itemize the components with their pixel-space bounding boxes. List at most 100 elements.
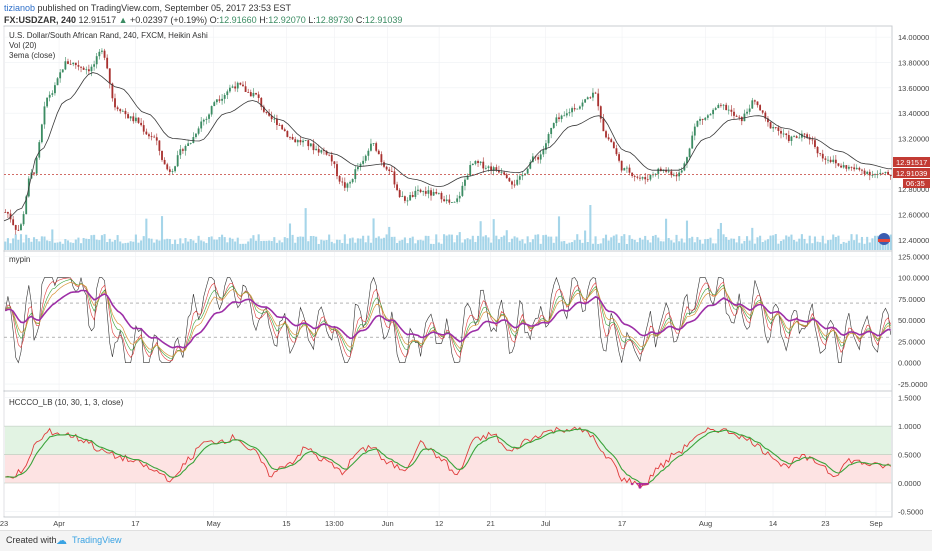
candle-body (599, 106, 602, 119)
candle-body (349, 182, 351, 184)
candle-body (477, 161, 479, 163)
volume-bar (273, 237, 276, 250)
candle-body (312, 143, 315, 151)
y-tick-price-0: 14.00000 (898, 33, 929, 42)
volume-bar (693, 242, 696, 250)
volume-bar (751, 227, 754, 250)
candle-body (213, 102, 216, 107)
volume-bar (64, 239, 67, 250)
candle-body (278, 124, 281, 126)
volume-bar (557, 216, 561, 250)
volume-bar (166, 238, 169, 250)
volume-bar (832, 234, 835, 250)
candle-body (500, 172, 503, 174)
candle-body (12, 219, 15, 226)
author-link[interactable]: tizianob (4, 3, 36, 13)
candle-body (367, 150, 370, 156)
close-price-badge-text: 12.91039 (896, 169, 927, 178)
candle-body (174, 166, 176, 172)
candle-body (623, 168, 626, 171)
volume-bar (127, 242, 130, 250)
y-tick-price-8: 12.40000 (898, 236, 929, 245)
candle-body (221, 98, 223, 101)
volume-bar (309, 236, 312, 250)
volume-bar (824, 243, 827, 250)
candle-body (466, 175, 469, 180)
candle-body (218, 99, 221, 101)
mypin-pane-frame[interactable] (3, 250, 893, 392)
candle-body (229, 87, 231, 92)
candle-body (482, 161, 485, 169)
candle-body (307, 140, 310, 147)
volume-bar (484, 235, 487, 250)
volume-bar (179, 238, 182, 250)
volume-bar (461, 242, 464, 250)
candle-body (451, 202, 453, 203)
volume-bar (390, 236, 393, 250)
candle-body (725, 104, 728, 111)
candle-body (111, 83, 114, 99)
volume-bar (550, 236, 553, 250)
candle-body (738, 116, 741, 118)
candle-body (730, 109, 733, 112)
candle-body (424, 191, 427, 194)
y-tick-price-3: 13.40000 (898, 109, 929, 118)
volume-bar (779, 240, 783, 250)
candle-body (14, 225, 17, 230)
volume-bar (48, 241, 51, 250)
candle-body (863, 170, 866, 174)
volume-bar (372, 218, 375, 250)
volume-bar (876, 235, 879, 250)
volume-bar (9, 243, 12, 250)
candle-body (605, 131, 607, 138)
volume-bar (254, 240, 258, 250)
volume-bar (113, 240, 117, 250)
volume-bar (72, 242, 75, 250)
ema-legend: 3ema (close) (9, 51, 56, 60)
volume-bar (482, 236, 485, 250)
volume-bar (691, 236, 694, 250)
candle-body (657, 168, 660, 174)
y-tick-hccco-3: 0.0000 (898, 479, 921, 488)
y-tick-hccco-2: 0.5000 (898, 451, 921, 460)
candle-body (793, 136, 795, 138)
y-tick-mypin-3: 50.0000 (898, 316, 925, 325)
volume-bar (816, 241, 819, 250)
volume-bar (633, 239, 636, 250)
candle-body (748, 108, 751, 112)
candle-body (571, 108, 573, 113)
tradingview-brand[interactable]: TradingView (72, 535, 122, 545)
candle-body (714, 108, 717, 110)
candle-body (673, 174, 675, 176)
chart-svg[interactable]: 14.00000 13.80000 13.60000 13.40000 13.20000… (0, 0, 932, 528)
volume-bar (174, 239, 177, 250)
candle-body (255, 92, 257, 95)
candle-body (370, 143, 372, 151)
volume-bar (56, 242, 59, 250)
candle-body (276, 118, 278, 125)
volume-bar (59, 241, 62, 250)
volume-bar (17, 239, 20, 250)
candle-body (437, 192, 440, 194)
candle-body (639, 177, 641, 179)
candle-body (215, 99, 218, 103)
volume-bar (359, 238, 362, 250)
candle-body (780, 130, 782, 134)
candle-body (717, 104, 720, 109)
volume-bar (581, 242, 584, 250)
candle-body (521, 175, 524, 177)
volume-bar (213, 239, 216, 250)
volume-bar (563, 240, 566, 250)
candle-body (291, 137, 294, 140)
volume-bar (189, 239, 192, 250)
volume-bar (223, 237, 226, 250)
candle-body (735, 115, 738, 117)
volume-bar (555, 236, 558, 250)
candle-body (103, 50, 106, 58)
volume-bar (108, 238, 111, 250)
candle-body (336, 164, 338, 177)
volume-bar (800, 234, 803, 250)
volume-bar (508, 242, 511, 250)
candle-body (200, 121, 203, 129)
volume-bar (602, 238, 605, 250)
